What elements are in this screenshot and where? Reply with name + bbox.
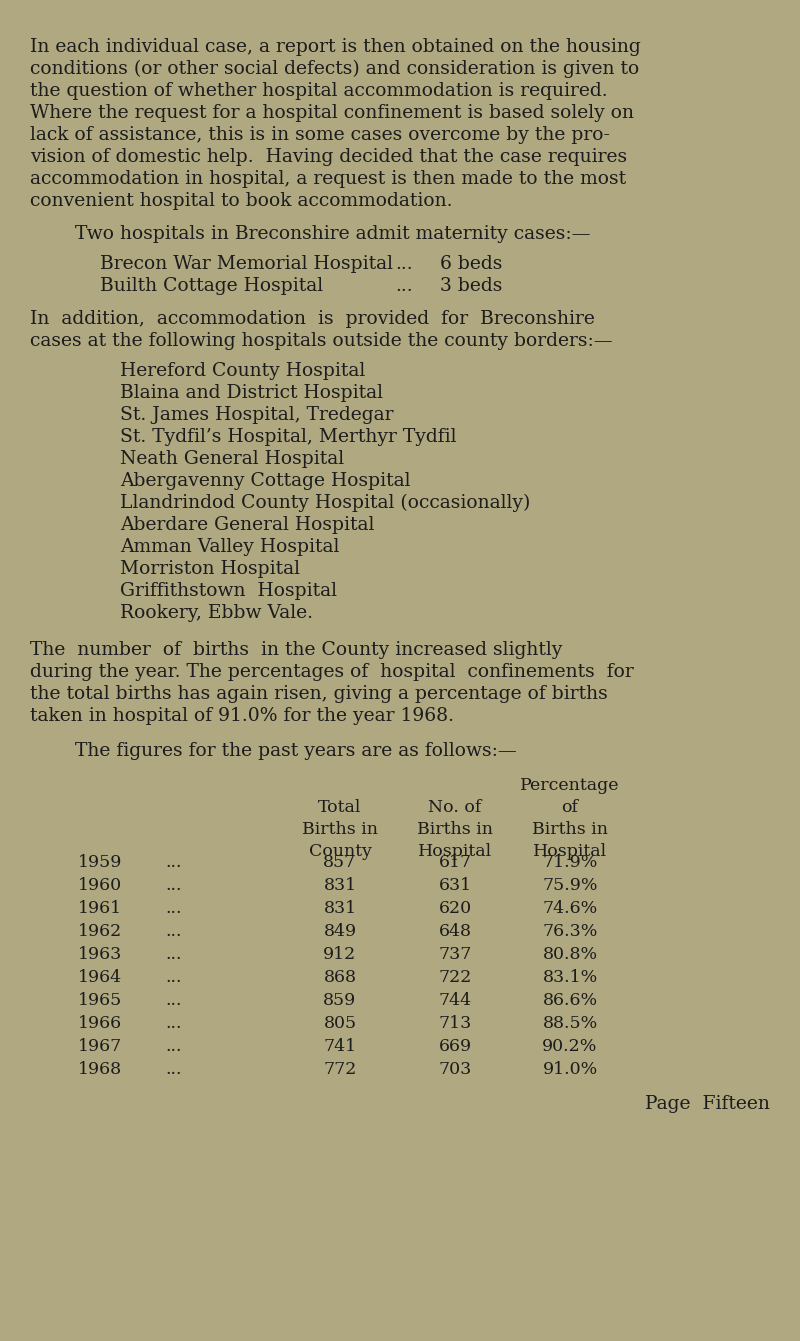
Text: 6 beds: 6 beds — [440, 255, 502, 274]
Text: 1961: 1961 — [78, 900, 122, 917]
Text: The figures for the past years are as follows:—: The figures for the past years are as fo… — [75, 742, 517, 760]
Text: Where the request for a hospital confinement is based solely on: Where the request for a hospital confine… — [30, 105, 634, 122]
Text: 744: 744 — [438, 992, 471, 1008]
Text: 805: 805 — [323, 1015, 357, 1033]
Text: 831: 831 — [323, 900, 357, 917]
Text: 74.6%: 74.6% — [542, 900, 598, 917]
Text: convenient hospital to book accommodation.: convenient hospital to book accommodatio… — [30, 192, 453, 211]
Text: 1963: 1963 — [78, 945, 122, 963]
Text: 617: 617 — [438, 854, 471, 872]
Text: 857: 857 — [323, 854, 357, 872]
Text: In  addition,  accommodation  is  provided  for  Breconshire: In addition, accommodation is provided f… — [30, 310, 595, 329]
Text: 868: 868 — [323, 970, 357, 986]
Text: 75.9%: 75.9% — [542, 877, 598, 894]
Text: Builth Cottage Hospital: Builth Cottage Hospital — [100, 278, 323, 295]
Text: accommodation in hospital, a request is then made to the most: accommodation in hospital, a request is … — [30, 170, 626, 188]
Text: Births in: Births in — [417, 821, 493, 838]
Text: Hereford County Hospital: Hereford County Hospital — [120, 362, 366, 380]
Text: Aberdare General Hospital: Aberdare General Hospital — [120, 516, 374, 534]
Text: The  number  of  births  in the County increased slightly: The number of births in the County incre… — [30, 641, 562, 658]
Text: 1967: 1967 — [78, 1038, 122, 1055]
Text: 1962: 1962 — [78, 923, 122, 940]
Text: In each individual case, a report is then obtained on the housing: In each individual case, a report is the… — [30, 38, 641, 56]
Text: during the year. The percentages of  hospital  confinements  for: during the year. The percentages of hosp… — [30, 662, 634, 681]
Text: Births in: Births in — [302, 821, 378, 838]
Text: vision of domestic help.  Having decided that the case requires: vision of domestic help. Having decided … — [30, 148, 627, 166]
Text: 722: 722 — [438, 970, 472, 986]
Text: Neath General Hospital: Neath General Hospital — [120, 451, 344, 468]
Text: Blaina and District Hospital: Blaina and District Hospital — [120, 384, 383, 402]
Text: 1966: 1966 — [78, 1015, 122, 1033]
Text: 859: 859 — [323, 992, 357, 1008]
Text: 737: 737 — [438, 945, 472, 963]
Text: 620: 620 — [438, 900, 471, 917]
Text: lack of assistance, this is in some cases overcome by the pro-: lack of assistance, this is in some case… — [30, 126, 610, 143]
Text: 669: 669 — [438, 1038, 471, 1055]
Text: ...: ... — [165, 1061, 182, 1078]
Text: ...: ... — [165, 992, 182, 1008]
Text: No. of: No. of — [428, 799, 482, 817]
Text: 1968: 1968 — [78, 1061, 122, 1078]
Text: Total: Total — [318, 799, 362, 817]
Text: 1965: 1965 — [78, 992, 122, 1008]
Text: ...: ... — [165, 923, 182, 940]
Text: 1960: 1960 — [78, 877, 122, 894]
Text: 86.6%: 86.6% — [542, 992, 598, 1008]
Text: 71.9%: 71.9% — [542, 854, 598, 872]
Text: Page  Fifteen: Page Fifteen — [645, 1096, 770, 1113]
Text: Morriston Hospital: Morriston Hospital — [120, 561, 300, 578]
Text: Percentage: Percentage — [520, 776, 620, 794]
Text: 631: 631 — [438, 877, 471, 894]
Text: 76.3%: 76.3% — [542, 923, 598, 940]
Text: of: of — [562, 799, 578, 817]
Text: 1964: 1964 — [78, 970, 122, 986]
Text: 741: 741 — [323, 1038, 357, 1055]
Text: ...: ... — [165, 854, 182, 872]
Text: taken in hospital of 91.0% for the year 1968.: taken in hospital of 91.0% for the year … — [30, 707, 454, 725]
Text: Rookery, Ebbw Vale.: Rookery, Ebbw Vale. — [120, 603, 313, 622]
Text: Brecon War Memorial Hospital: Brecon War Memorial Hospital — [100, 255, 393, 274]
Text: ...: ... — [165, 970, 182, 986]
Text: 90.2%: 90.2% — [542, 1038, 598, 1055]
Text: 91.0%: 91.0% — [542, 1061, 598, 1078]
Text: ...: ... — [395, 255, 413, 274]
Text: the total births has again risen, giving a percentage of births: the total births has again risen, giving… — [30, 685, 608, 703]
Text: 88.5%: 88.5% — [542, 1015, 598, 1033]
Text: 1959: 1959 — [78, 854, 122, 872]
Text: Llandrindod County Hospital (occasionally): Llandrindod County Hospital (occasionall… — [120, 493, 530, 512]
Text: St. James Hospital, Tredegar: St. James Hospital, Tredegar — [120, 406, 394, 424]
Text: ...: ... — [165, 1015, 182, 1033]
Text: 80.8%: 80.8% — [542, 945, 598, 963]
Text: ...: ... — [165, 1038, 182, 1055]
Text: County: County — [309, 843, 371, 860]
Text: Griffithstown  Hospital: Griffithstown Hospital — [120, 582, 337, 599]
Text: Hospital: Hospital — [533, 843, 607, 860]
Text: 713: 713 — [438, 1015, 472, 1033]
Text: conditions (or other social defects) and consideration is given to: conditions (or other social defects) and… — [30, 60, 639, 78]
Text: St. Tydfil’s Hospital, Merthyr Tydfil: St. Tydfil’s Hospital, Merthyr Tydfil — [120, 428, 457, 447]
Text: Births in: Births in — [532, 821, 608, 838]
Text: 831: 831 — [323, 877, 357, 894]
Text: 772: 772 — [323, 1061, 357, 1078]
Text: cases at the following hospitals outside the county borders:—: cases at the following hospitals outside… — [30, 333, 613, 350]
Text: 83.1%: 83.1% — [542, 970, 598, 986]
Text: the question of whether hospital accommodation is required.: the question of whether hospital accommo… — [30, 82, 608, 101]
Text: Hospital: Hospital — [418, 843, 492, 860]
Text: ...: ... — [395, 278, 413, 295]
Text: 849: 849 — [323, 923, 357, 940]
Text: Abergavenny Cottage Hospital: Abergavenny Cottage Hospital — [120, 472, 410, 489]
Text: 703: 703 — [438, 1061, 472, 1078]
Text: 648: 648 — [438, 923, 471, 940]
Text: ...: ... — [165, 945, 182, 963]
Text: 912: 912 — [323, 945, 357, 963]
Text: ...: ... — [165, 877, 182, 894]
Text: 3 beds: 3 beds — [440, 278, 502, 295]
Text: Two hospitals in Breconshire admit maternity cases:—: Two hospitals in Breconshire admit mater… — [75, 225, 590, 243]
Text: ...: ... — [165, 900, 182, 917]
Text: Amman Valley Hospital: Amman Valley Hospital — [120, 538, 339, 557]
